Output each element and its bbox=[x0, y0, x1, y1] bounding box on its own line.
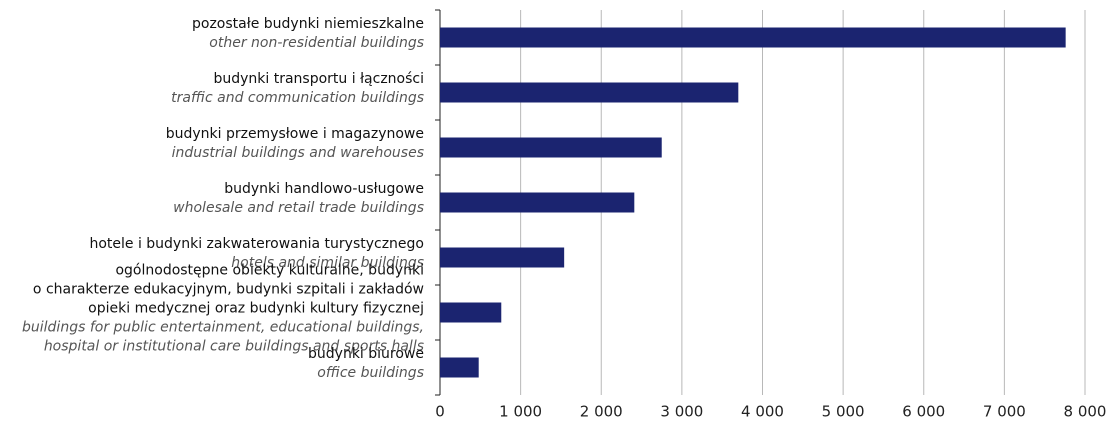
bar bbox=[440, 137, 662, 158]
category-label-en: hotels and similar buildings bbox=[231, 255, 424, 271]
bar bbox=[440, 192, 635, 213]
category-label: budynki transportu i łączności bbox=[213, 71, 424, 87]
bar bbox=[440, 247, 565, 268]
category-label-en: buildings for public entertainment, educ… bbox=[22, 320, 424, 336]
category-label-en: hospital or institutional care buildings… bbox=[44, 339, 424, 355]
category-label: budynki biurowe bbox=[308, 346, 424, 362]
x-tick-label: 3 000 bbox=[660, 403, 703, 421]
category-label-en: wholesale and retail trade buildings bbox=[173, 200, 424, 216]
category-label-en: other non-residential buildings bbox=[209, 35, 424, 51]
category-label: budynki przemysłowe i magazynowe bbox=[166, 126, 424, 142]
x-tick-label: 2 000 bbox=[580, 403, 623, 421]
category-label-en: industrial buildings and warehouses bbox=[172, 145, 424, 161]
x-tick-label: 6 000 bbox=[902, 403, 945, 421]
category-label-en: office buildings bbox=[317, 365, 424, 381]
x-tick-label: 0 bbox=[435, 403, 445, 421]
category-label: o charakterze edukacyjnym, budynki szpit… bbox=[33, 282, 424, 298]
x-tick-label: 4 000 bbox=[741, 403, 784, 421]
x-tick-label: 5 000 bbox=[822, 403, 865, 421]
bar bbox=[440, 357, 479, 378]
category-label-en: traffic and communication buildings bbox=[171, 90, 424, 106]
bar bbox=[440, 27, 1066, 48]
x-tick-label: 7 000 bbox=[983, 403, 1026, 421]
category-label: pozostałe budynki niemieszkalne bbox=[192, 16, 424, 32]
category-label: budynki handlowo-usługowe bbox=[224, 181, 424, 197]
category-label: ogólnodostępne obiekty kulturalne, budyn… bbox=[115, 263, 424, 279]
x-tick-label: 1 000 bbox=[499, 403, 542, 421]
x-tick-label: 8 000 bbox=[1064, 403, 1107, 421]
category-label: hotele i budynki zakwaterowania turystyc… bbox=[89, 236, 424, 252]
bar bbox=[440, 82, 739, 103]
bar bbox=[440, 302, 502, 323]
category-label: opieki medycznej oraz budynki kultury fi… bbox=[88, 301, 424, 317]
